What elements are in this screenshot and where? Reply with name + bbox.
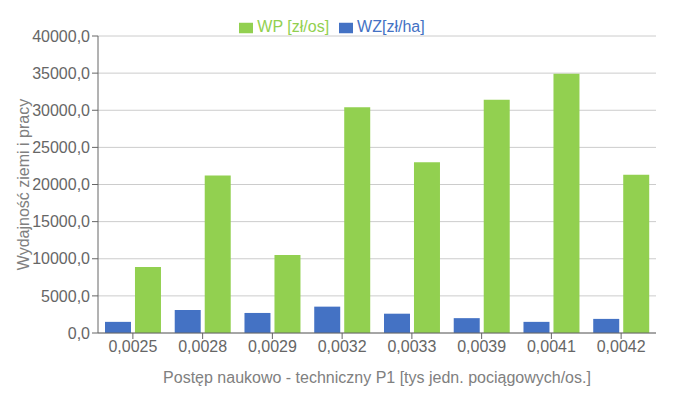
svg-text:0,0042: 0,0042: [597, 338, 646, 355]
svg-text:0,0033: 0,0033: [387, 338, 436, 355]
svg-text:0,0: 0,0: [68, 325, 90, 342]
svg-text:Postęp naukowo - techniczny P1: Postęp naukowo - techniczny P1 [tys jedn…: [163, 369, 591, 386]
svg-text:0,0029: 0,0029: [248, 338, 297, 355]
svg-text:25000,0: 25000,0: [32, 139, 90, 156]
svg-text:0,0025: 0,0025: [108, 338, 157, 355]
svg-text:10000,0: 10000,0: [32, 250, 90, 267]
svg-text:20000,0: 20000,0: [32, 176, 90, 193]
svg-text:0,0041: 0,0041: [527, 338, 576, 355]
svg-text:Wydajność ziemi i pracy: Wydajność ziemi i pracy: [15, 99, 32, 270]
svg-text:15000,0: 15000,0: [32, 213, 90, 230]
svg-text:0,0028: 0,0028: [178, 338, 227, 355]
svg-text:0,0032: 0,0032: [318, 338, 367, 355]
svg-text:40000,0: 40000,0: [32, 28, 90, 45]
svg-text:5000,0: 5000,0: [41, 288, 90, 305]
svg-text:35000,0: 35000,0: [32, 65, 90, 82]
svg-text:30000,0: 30000,0: [32, 102, 90, 119]
html-text:WP [zł/os]: WP [zł/os]: [257, 18, 330, 35]
html-text:WZ[zł/ha]: WZ[zł/ha]: [357, 18, 425, 35]
svg-text:0,0039: 0,0039: [457, 338, 506, 355]
